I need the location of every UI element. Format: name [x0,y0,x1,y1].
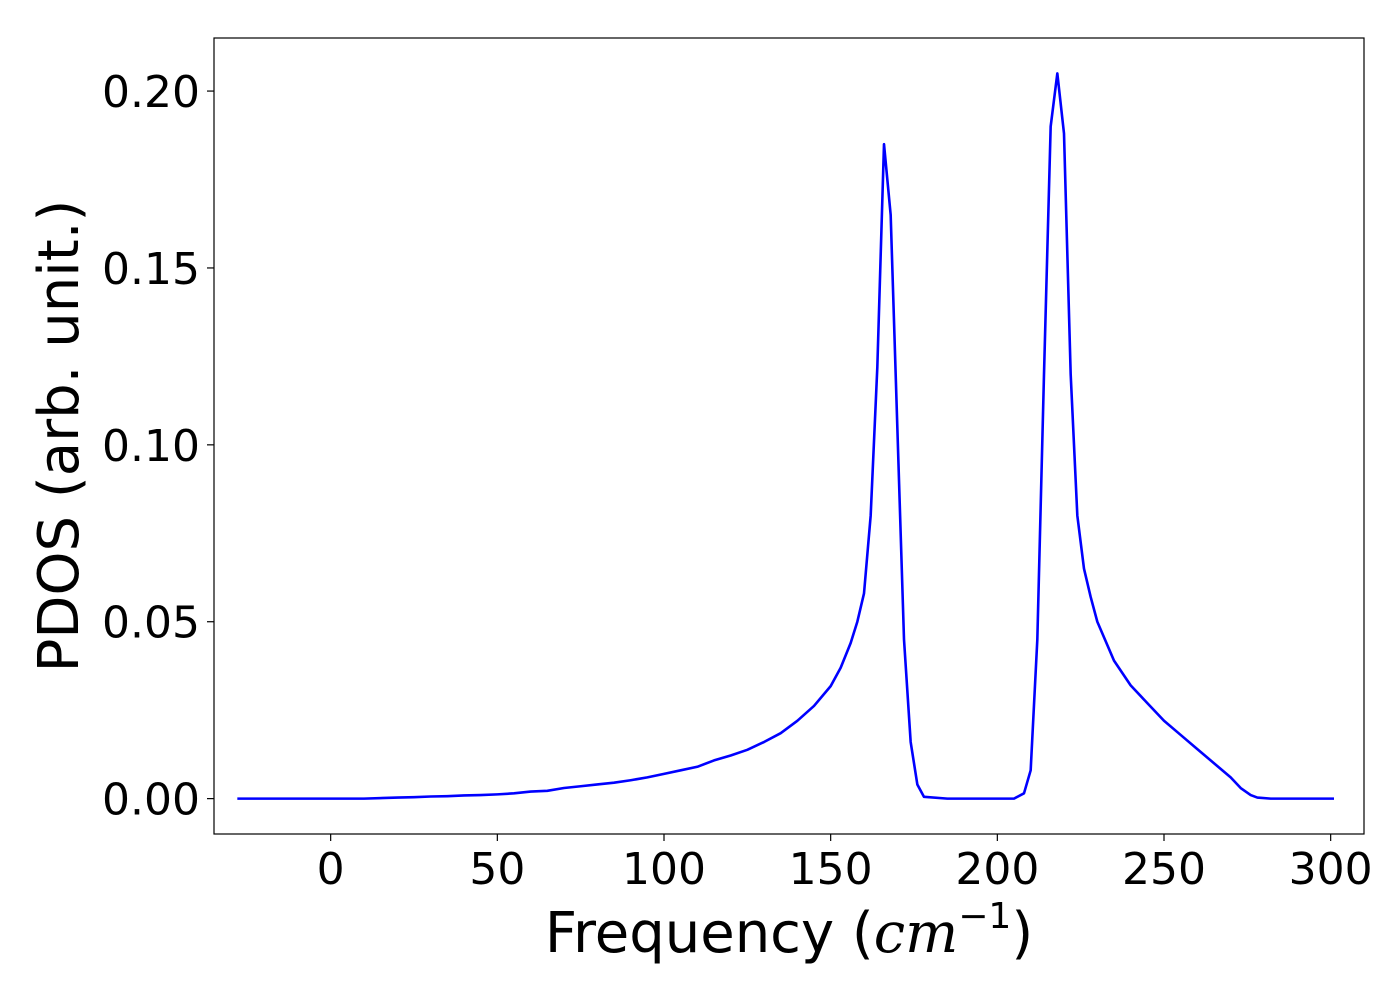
y-axis-ticks: 0.00 0.05 0.10 0.15 0.20 [102,67,214,826]
x-axis-label-unit: cm [874,901,958,966]
y-tick-label: 0.20 [102,67,200,118]
x-axis-label: Frequency (cm−1) [545,896,1033,966]
y-tick-label: 0.15 [102,244,200,295]
x-axis-label-suffix: ) [1011,901,1033,966]
y-tick-label: 0.05 [102,598,200,649]
plot-lines-group [237,72,1334,800]
series-line-0 [237,72,1334,800]
x-tick-label: 100 [622,844,706,895]
x-tick-label: 200 [955,844,1039,895]
x-axis-label-superscript: −1 [958,896,1011,937]
x-tick-label: 300 [1289,844,1373,895]
x-tick-label: 0 [317,844,345,895]
x-tick-label: 150 [789,844,873,895]
x-tick-label: 50 [469,844,525,895]
y-axis-label: PDOS (arb. unit.) [27,200,92,673]
y-tick-label: 0.10 [102,421,200,472]
x-tick-label: 250 [1122,844,1206,895]
plot-frame [213,37,1365,835]
x-axis-ticks: 0 50 100 150 200 250 300 [317,834,1373,895]
y-tick-label: 0.00 [102,775,200,826]
x-axis-label-prefix: Frequency ( [545,901,874,966]
